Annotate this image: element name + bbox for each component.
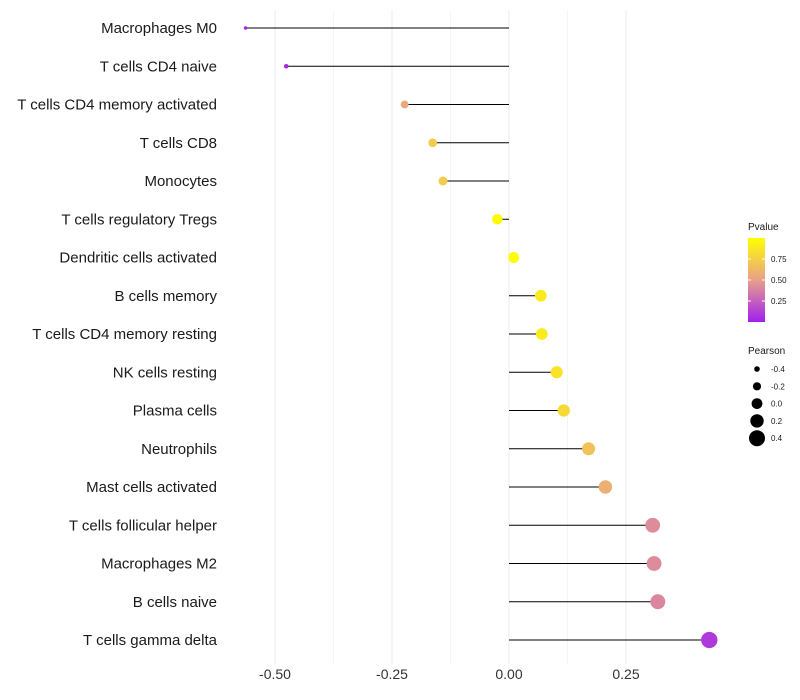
category-label: Monocytes [144,173,217,190]
lollipop-point [438,176,448,186]
size-key-point [751,398,763,409]
lollipop-point [645,517,661,533]
lollipop-point [550,366,563,379]
size-key-point [749,430,765,447]
lollipop-point [283,63,289,69]
x-tick-label: -0.50 [259,666,291,682]
lollipop-point [557,404,570,417]
category-label: T cells follicular helper [69,517,217,534]
category-label: T cells CD4 memory resting [32,326,217,343]
size-key-point [750,414,764,428]
size-key-label: 0.4 [771,434,783,443]
category-label: Plasma cells [133,403,217,420]
x-tick-label: 0.25 [612,666,639,682]
marks: Macrophages M0 T cells CD4 naive T cells C… [17,20,718,649]
category-label: Neutrophils [141,441,217,458]
colorbar-tick-label: 0.25 [771,297,787,306]
lollipop-point [508,252,520,263]
category-label: T cells gamma delta [83,632,218,649]
lollipop-point [701,631,718,649]
lollipop-point [492,214,503,225]
x-tick-label: -0.25 [376,666,408,682]
category-label: Dendritic cells activated [59,250,217,267]
legend-size-title: Pearson [748,346,785,357]
category-label: Macrophages M0 [101,20,217,37]
category-label: B cells memory [114,288,217,305]
lollipop-point [534,289,547,302]
category-label: Mast cells activated [86,479,217,496]
lollipop-point [400,100,409,109]
lollipop-point [535,328,548,340]
grid [274,10,627,664]
lollipop-point [428,138,438,148]
category-label: B cells naive [133,594,217,611]
pvalue-colorbar [748,238,765,322]
lollipop-point [650,594,666,610]
category-label: T cells CD4 memory activated [17,97,217,114]
size-key-label: 0.0 [771,400,783,409]
lollipop-point [582,442,596,456]
lollipop-point [598,480,613,494]
category-label: T cells CD8 [140,135,217,152]
size-key-label: -0.2 [771,382,785,391]
size-key-label: -0.4 [771,365,785,374]
lollipop-point [646,556,662,571]
colorbar-tick-label: 0.75 [771,255,787,264]
lollipop-point [243,26,248,30]
category-label: T cells CD4 naive [100,58,217,75]
size-key-label: 0.2 [771,417,783,426]
legend-color-title: Pvalue [748,222,779,233]
x-tick-label: 0.00 [495,666,522,682]
colorbar-tick-label: 0.50 [771,276,787,285]
category-label: NK cells resting [113,364,217,381]
category-label: Macrophages M2 [101,556,217,573]
size-key-point [754,366,760,372]
category-label: T cells regulatory Tregs [61,211,217,228]
size-key-point [752,382,762,391]
